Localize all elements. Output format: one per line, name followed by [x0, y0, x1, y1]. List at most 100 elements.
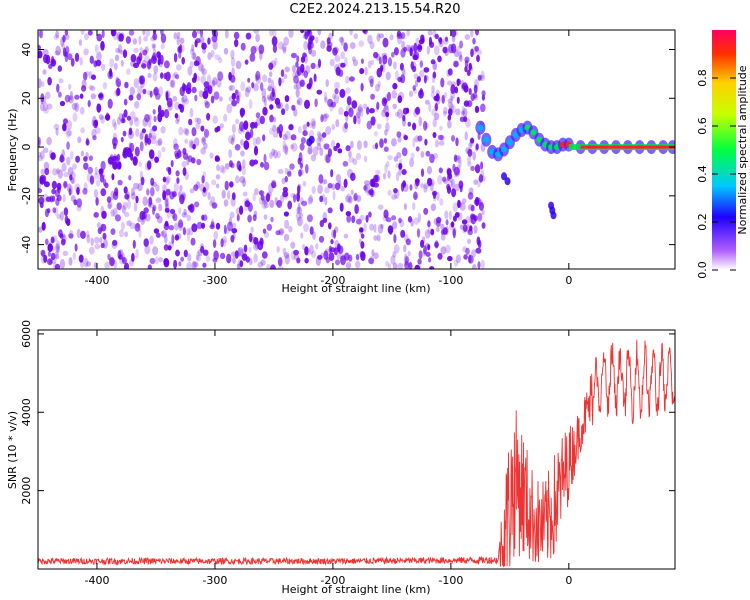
- spectrogram-noise-point: [323, 143, 330, 150]
- spectrogram-noise-point: [196, 75, 201, 82]
- spectrogram-noise-point: [284, 254, 290, 265]
- spectrogram-noise-point: [151, 43, 156, 49]
- spectrogram-noise-point: [94, 243, 101, 250]
- spectrogram-noise-point: [283, 36, 290, 46]
- spectrogram-noise-point: [132, 156, 138, 163]
- spectrogram-noise-point: [149, 257, 156, 265]
- spectrogram-noise-point: [83, 156, 88, 162]
- spectrogram-noise-point: [104, 182, 109, 189]
- spectrogram-noise-point: [41, 81, 45, 88]
- spectrogram-noise-point: [343, 110, 349, 117]
- spectrogram-noise-point: [304, 31, 309, 40]
- spectrogram-noise-point: [132, 38, 137, 45]
- spectrogram-noise-point: [111, 173, 115, 181]
- spectrogram-noise-point: [115, 88, 119, 98]
- spectrogram-noise-point: [55, 45, 62, 56]
- spectrogram-noise-point: [100, 160, 106, 171]
- spectrogram-noise-point: [476, 54, 480, 63]
- spectrogram-noise-point: [467, 204, 474, 211]
- spectrogram-noise-point: [235, 60, 242, 70]
- spectrogram-noise-point: [237, 259, 243, 269]
- spectrogram-noise-point: [79, 106, 85, 115]
- spectrogram-noise-point: [328, 32, 334, 40]
- spectrogram-noise-point: [165, 199, 169, 208]
- spectrogram-noise-point: [445, 225, 449, 236]
- spectrogram-noise-point: [158, 86, 163, 97]
- spectrogram-noise-point: [463, 85, 469, 93]
- spectrogram-frame: [37, 29, 676, 270]
- spectrogram-noise-point: [293, 84, 298, 90]
- spectrogram-noise-point: [224, 180, 229, 191]
- spectrogram-noise-point: [245, 131, 251, 141]
- spectrogram-noise-point: [94, 166, 98, 176]
- spectrogram-noise-point: [376, 234, 381, 242]
- spectrogram-noise-point: [267, 77, 272, 84]
- spectrogram-noise-point: [183, 249, 188, 258]
- spectrogram-noise-point: [124, 231, 128, 238]
- snr-ytick-label: 2000: [20, 477, 33, 505]
- spectrogram-noise-point: [58, 78, 64, 84]
- spectrogram-noise-point: [467, 65, 474, 72]
- spectrogram-noise-point: [174, 113, 179, 119]
- spectrogram-noise-point: [181, 57, 185, 65]
- spectrogram-noise-point: [148, 133, 152, 139]
- spectrogram-noise-point: [328, 252, 335, 261]
- spectrogram-noise-point: [205, 254, 211, 262]
- spectrogram-noise-point: [211, 202, 218, 209]
- spectrogram-noise-point: [146, 160, 152, 170]
- spectrogram-noise-point: [239, 176, 246, 184]
- snr-xtick-label: -300: [202, 574, 227, 587]
- spectrogram-noise-point: [173, 52, 178, 63]
- spectrogram-noise-point: [402, 69, 406, 78]
- spectrogram-noise-point: [253, 83, 259, 92]
- spectrogram-noise-point: [162, 190, 167, 201]
- spectrogram-noise-point: [149, 235, 154, 245]
- spectrogram-noise-point: [334, 55, 341, 62]
- spectrogram-noise-point: [180, 256, 185, 262]
- spectrogram-noise-point: [330, 101, 336, 108]
- spectrogram-noise-point: [252, 214, 257, 222]
- spectrogram-noise-point: [339, 88, 346, 98]
- spectrogram-noise-point: [70, 195, 76, 202]
- spectrogram-noise-point: [134, 100, 140, 109]
- spectrogram-noise-point: [446, 167, 451, 175]
- spectrogram-noise-point: [268, 83, 272, 92]
- spectrogram-noise-point: [440, 223, 445, 230]
- spectrogram-noise-point: [172, 95, 178, 102]
- spectrogram-noise-point: [215, 222, 221, 230]
- spectrogram-noise-point: [465, 247, 470, 255]
- spectrogram-noise-point: [138, 161, 142, 168]
- spectrogram-noise-point: [284, 103, 289, 112]
- spectrogram-noise-point: [392, 103, 397, 110]
- spectrogram-noise-point: [193, 137, 200, 147]
- spectrogram-noise-point: [375, 169, 381, 175]
- spectrogram-noise-point: [231, 99, 238, 107]
- spectrogram-noise-point: [240, 248, 245, 258]
- colorbar: 0.0 0.2 0.4 0.6 0.8 Normalized spectral ampl…: [696, 30, 749, 279]
- spectrogram-noise-point: [142, 30, 146, 36]
- spectrogram-noise-point: [385, 160, 390, 168]
- spectrogram-noise-point: [373, 235, 378, 241]
- spectrogram-noise-point: [453, 155, 460, 163]
- spectrogram-noise-point: [311, 120, 316, 130]
- spectrogram-noise-point: [208, 200, 214, 207]
- spectrogram-noise-point: [152, 52, 157, 62]
- spectrogram-noise-point: [272, 132, 279, 138]
- spectrogram-noise-point: [135, 195, 139, 204]
- spectrogram-noise-point: [153, 65, 158, 74]
- spectrogram-noise-point: [257, 240, 264, 251]
- spectrogram-noise-point: [453, 154, 458, 163]
- spectrogram-noise-point: [355, 253, 360, 261]
- spectrogram-noise-point: [85, 261, 92, 267]
- spectrogram-noise-point: [333, 247, 338, 256]
- spectrogram-noise-point: [162, 176, 167, 183]
- spectrogram-noise-point: [38, 139, 41, 148]
- spectrogram-noise-point: [237, 247, 241, 257]
- spectrogram-noise-point: [174, 101, 180, 111]
- spectrogram-noise-point: [179, 44, 183, 54]
- spectrogram-noise-point: [120, 32, 125, 39]
- spectrogram-noise-point: [174, 222, 179, 231]
- spectrogram-noise-point: [407, 250, 411, 257]
- spectrogram-noise-point: [39, 30, 43, 39]
